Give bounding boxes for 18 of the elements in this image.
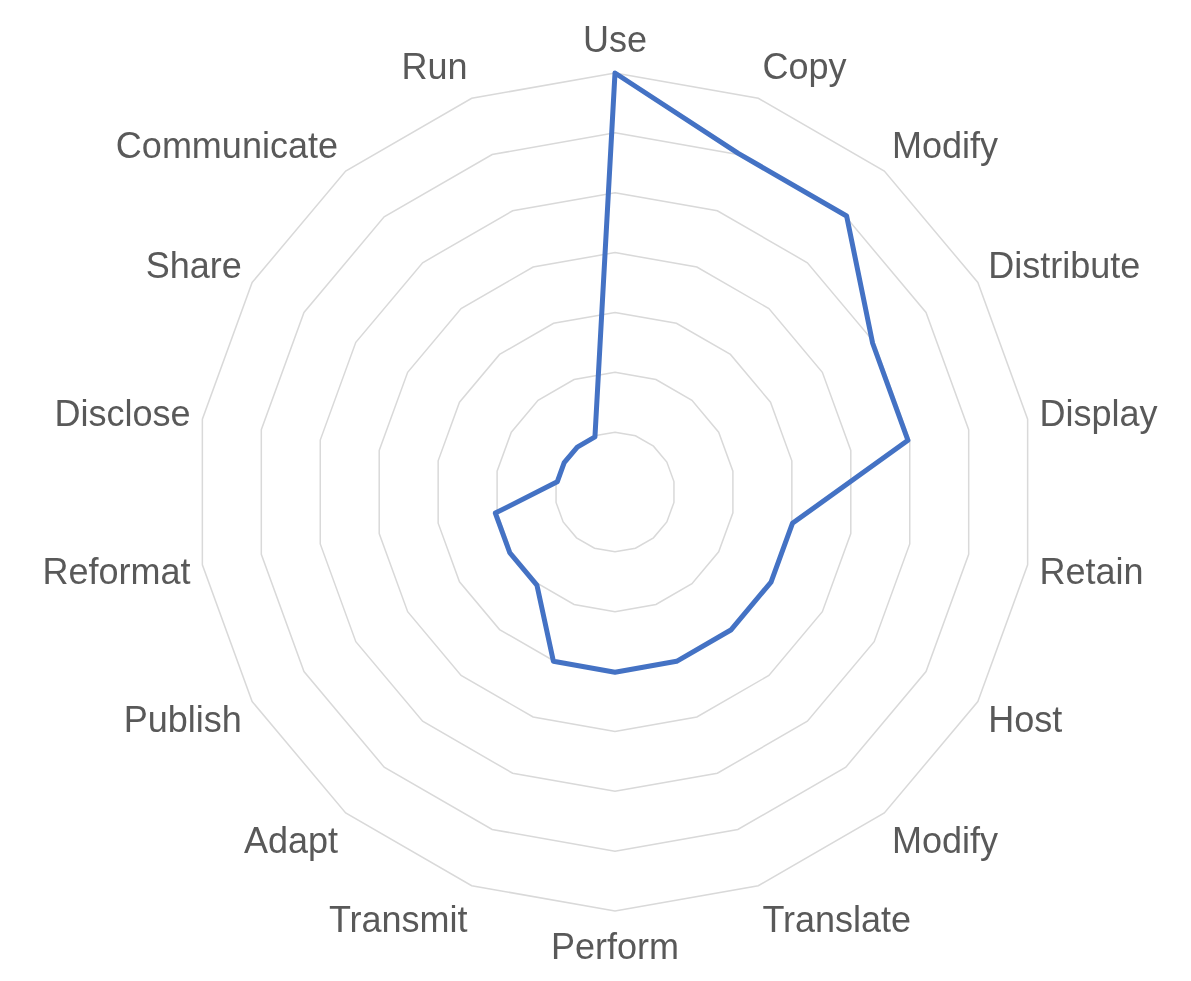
spoke-label: Disclose	[54, 393, 191, 435]
spoke-label: Host	[988, 699, 1063, 741]
spoke-label: Share	[145, 245, 242, 287]
spoke-label: Communicate	[115, 124, 338, 166]
spoke-label: Adapt	[243, 819, 338, 861]
spoke-label: Transmit	[328, 898, 468, 940]
spoke-label: Display	[1039, 393, 1158, 435]
spoke-label: Distribute	[988, 245, 1141, 287]
spoke-label: Retain	[1039, 551, 1144, 593]
spoke-label: Copy	[762, 45, 847, 87]
spoke-label: Translate	[762, 898, 912, 940]
spoke-label: Modify	[892, 124, 999, 166]
spoke-label: Publish	[123, 699, 242, 741]
spoke-label: Reformat	[42, 551, 191, 593]
spoke-label: Run	[401, 45, 468, 87]
spoke-label: Perform	[550, 926, 680, 968]
spoke-label: Use	[582, 18, 648, 60]
spoke-label: Modify	[892, 819, 999, 861]
